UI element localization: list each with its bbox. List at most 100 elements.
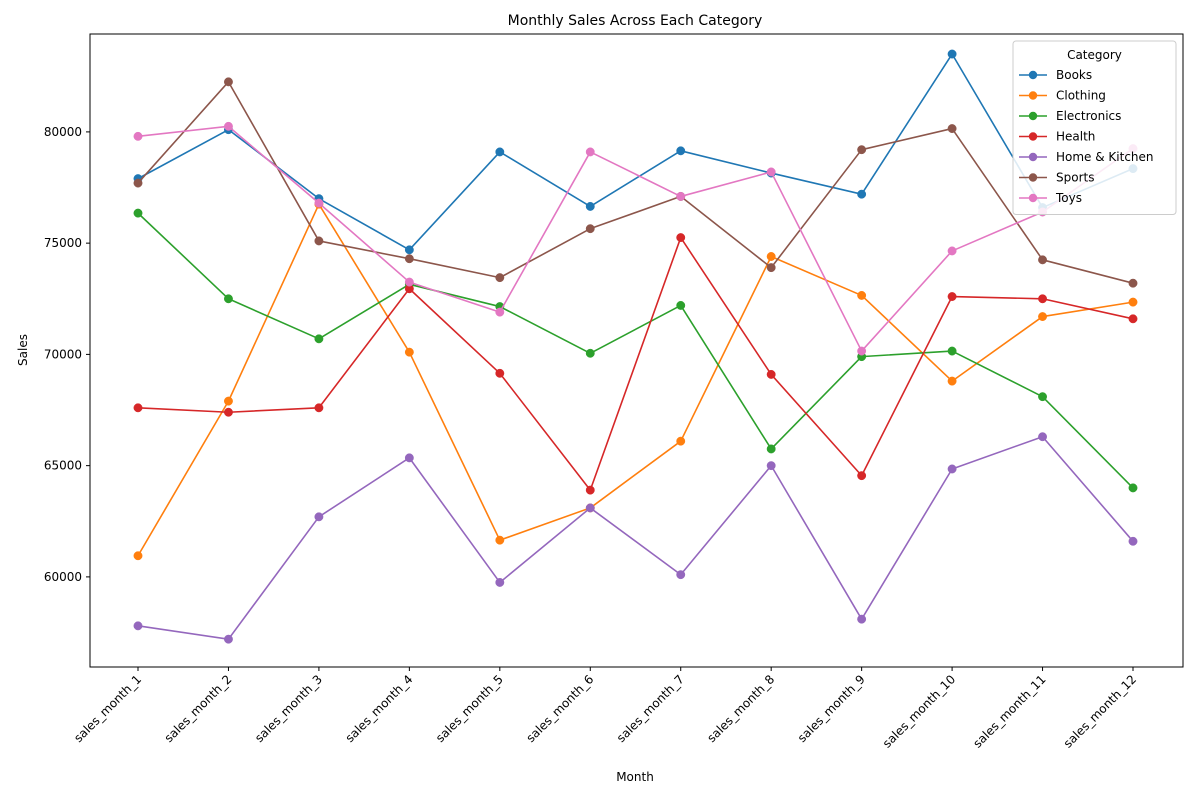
series-electronics: [133, 208, 1138, 493]
data-point: [495, 535, 505, 545]
y-tick-label: 75000: [44, 236, 82, 250]
data-point: [133, 403, 143, 413]
legend-title: Category: [1067, 48, 1122, 62]
data-point: [314, 334, 324, 344]
chart-title: Monthly Sales Across Each Category: [508, 13, 763, 29]
data-point: [1128, 483, 1138, 493]
legend-marker: [1028, 70, 1038, 80]
legend-label: Clothing: [1056, 89, 1106, 103]
data-point: [1038, 255, 1047, 265]
legend-marker: [1028, 173, 1038, 182]
data-point: [133, 208, 143, 218]
data-point: [585, 348, 595, 358]
data-point: [857, 290, 867, 300]
data-point: [766, 369, 776, 379]
data-point: [224, 121, 233, 131]
data-point: [224, 294, 233, 304]
data-point: [495, 578, 505, 587]
data-point: [947, 246, 957, 256]
data-point: [585, 147, 595, 157]
data-point: [766, 167, 776, 177]
y-tick-label: 80000: [44, 125, 82, 139]
data-point: [1128, 297, 1138, 307]
data-point: [947, 49, 957, 59]
data-point: [766, 263, 776, 273]
data-point: [585, 503, 595, 513]
legend-label: Toys: [1055, 191, 1082, 205]
data-point: [224, 407, 233, 417]
data-point: [314, 512, 324, 522]
data-point: [766, 461, 776, 471]
data-point: [495, 307, 505, 317]
data-point: [676, 191, 686, 201]
series-line: [137, 81, 1134, 284]
data-point: [857, 346, 867, 356]
legend-label: Health: [1056, 130, 1095, 144]
data-point: [404, 277, 414, 287]
legend-marker: [1028, 152, 1038, 162]
legend-marker: [1028, 193, 1038, 203]
data-point: [133, 621, 143, 631]
legend: Category Books Clothing Electronics Health Ho…: [1012, 40, 1177, 215]
series-line: [137, 236, 1134, 491]
y-tick-label: 60000: [44, 570, 82, 584]
data-point: [1038, 392, 1047, 402]
series-line: [137, 203, 1134, 557]
legend-marker: [1028, 111, 1038, 121]
data-point: [766, 444, 776, 454]
data-point: [947, 376, 957, 386]
series-line: [137, 53, 1134, 251]
data-point: [947, 292, 957, 301]
data-point: [495, 147, 505, 157]
y-tick-label: 65000: [44, 459, 82, 473]
data-point: [947, 346, 957, 356]
data-point: [857, 189, 867, 199]
data-point: [133, 178, 143, 188]
data-point: [1128, 314, 1138, 324]
data-point: [224, 77, 233, 87]
data-point: [495, 273, 505, 283]
data-point: [585, 201, 595, 211]
series-health: [133, 233, 1138, 495]
legend-entry: Toys: [1019, 191, 1082, 205]
data-point: [314, 198, 324, 208]
y-tick-label: 70000: [44, 347, 82, 361]
legend-label: Books: [1056, 68, 1092, 82]
data-point: [224, 634, 233, 644]
data-point: [404, 453, 414, 463]
legend-box: [1012, 40, 1177, 215]
data-point: [314, 403, 324, 413]
data-point: [676, 233, 686, 243]
legend-entry: Sports: [1019, 171, 1094, 185]
series-home-kitchen: [133, 432, 1138, 644]
data-point: [676, 146, 686, 156]
data-point: [766, 252, 776, 261]
legend-entry: Home & Kitchen: [1019, 150, 1154, 164]
data-point: [947, 464, 957, 474]
legend-marker: [1028, 91, 1038, 100]
data-point: [1038, 432, 1047, 442]
legend-label: Sports: [1056, 171, 1094, 185]
data-point: [676, 570, 686, 580]
legend-entry: Electronics: [1019, 109, 1121, 123]
series-line: [137, 212, 1134, 489]
data-point: [676, 436, 686, 446]
data-point: [404, 254, 414, 264]
data-point: [857, 471, 867, 481]
data-point: [1128, 536, 1138, 546]
data-point: [404, 347, 414, 357]
legend-entry: Clothing: [1019, 89, 1106, 103]
legend-entry: Health: [1019, 130, 1095, 144]
x-axis-label: Month: [616, 770, 654, 784]
legend-label: Electronics: [1056, 109, 1121, 123]
data-point: [585, 485, 595, 495]
data-point: [133, 551, 143, 561]
data-point: [1128, 278, 1138, 288]
data-point: [133, 131, 143, 141]
data-point: [676, 300, 686, 310]
data-point: [224, 396, 233, 406]
data-point: [947, 124, 957, 134]
data-point: [495, 368, 505, 378]
